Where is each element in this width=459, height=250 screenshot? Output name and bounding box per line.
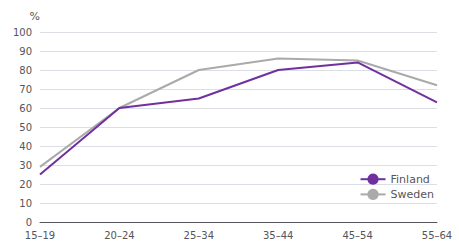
svg-text:Sweden: Sweden [391, 188, 434, 201]
svg-text:Finland: Finland [391, 173, 430, 186]
svg-text:30: 30 [19, 160, 32, 171]
svg-text:55–64: 55–64 [422, 230, 452, 241]
svg-text:20–24: 20–24 [104, 230, 134, 241]
svg-text:60: 60 [19, 103, 32, 114]
svg-text:%: % [30, 10, 40, 23]
svg-text:50: 50 [19, 122, 32, 133]
svg-text:80: 80 [19, 65, 32, 76]
svg-text:70: 70 [19, 84, 32, 95]
svg-text:0: 0 [26, 217, 32, 228]
svg-text:10: 10 [19, 198, 32, 209]
svg-text:15–19: 15–19 [25, 230, 55, 241]
svg-text:20: 20 [19, 179, 32, 190]
svg-text:45–54: 45–54 [342, 230, 372, 241]
svg-text:35–44: 35–44 [263, 230, 293, 241]
svg-text:100: 100 [13, 27, 32, 38]
svg-text:90: 90 [19, 46, 32, 57]
svg-text:25–34: 25–34 [184, 230, 214, 241]
svg-text:40: 40 [19, 141, 32, 152]
